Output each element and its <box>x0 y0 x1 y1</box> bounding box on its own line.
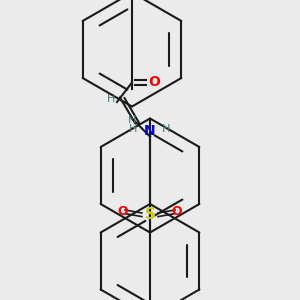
Text: O: O <box>118 205 128 218</box>
Text: H: H <box>162 124 171 134</box>
Text: O: O <box>148 76 160 89</box>
Text: H: H <box>107 94 115 104</box>
Text: H: H <box>129 124 138 134</box>
Text: S: S <box>145 207 155 222</box>
Text: H: H <box>128 115 136 125</box>
Text: N: N <box>144 124 156 138</box>
Text: O: O <box>172 205 182 218</box>
